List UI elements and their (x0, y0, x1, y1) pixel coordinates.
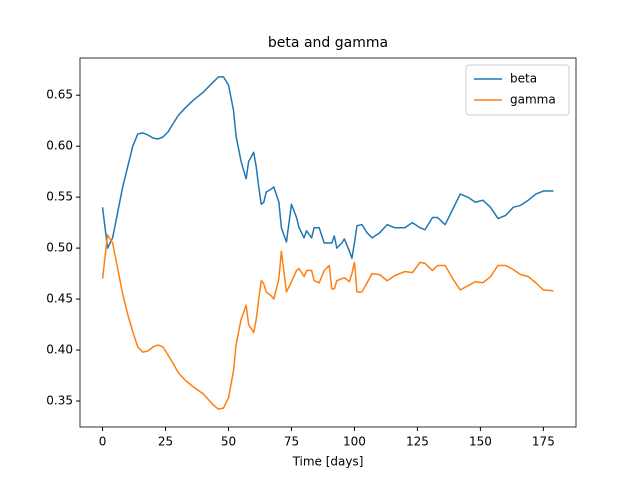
x-tick-label: 125 (406, 435, 429, 449)
y-tick-label: 0.65 (46, 88, 73, 102)
y-tick-label: 0.45 (46, 292, 73, 306)
x-tick-label: 75 (284, 435, 299, 449)
legend-label: beta (510, 72, 537, 86)
x-tick-label: 25 (158, 435, 173, 449)
x-tick-label: 0 (99, 435, 107, 449)
line-series (101, 76, 554, 260)
line-series (101, 234, 554, 410)
y-tick-label: 0.50 (46, 241, 73, 255)
x-tick-label: 100 (343, 435, 366, 449)
x-tick-label: 175 (532, 435, 555, 449)
legend-label: gamma (510, 93, 556, 107)
x-tick-label: 150 (469, 435, 492, 449)
plot-frame (79, 57, 577, 428)
y-tick-label: 0.35 (46, 394, 73, 408)
x-tick-label: 50 (221, 435, 236, 449)
y-tick-label: 0.60 (46, 139, 73, 153)
y-tick-label: 0.40 (46, 343, 73, 357)
legend-box (465, 64, 570, 116)
chart-title: beta and gamma (268, 35, 388, 51)
y-tick-label: 0.55 (46, 190, 73, 204)
x-axis-label: Time [days] (292, 455, 364, 469)
